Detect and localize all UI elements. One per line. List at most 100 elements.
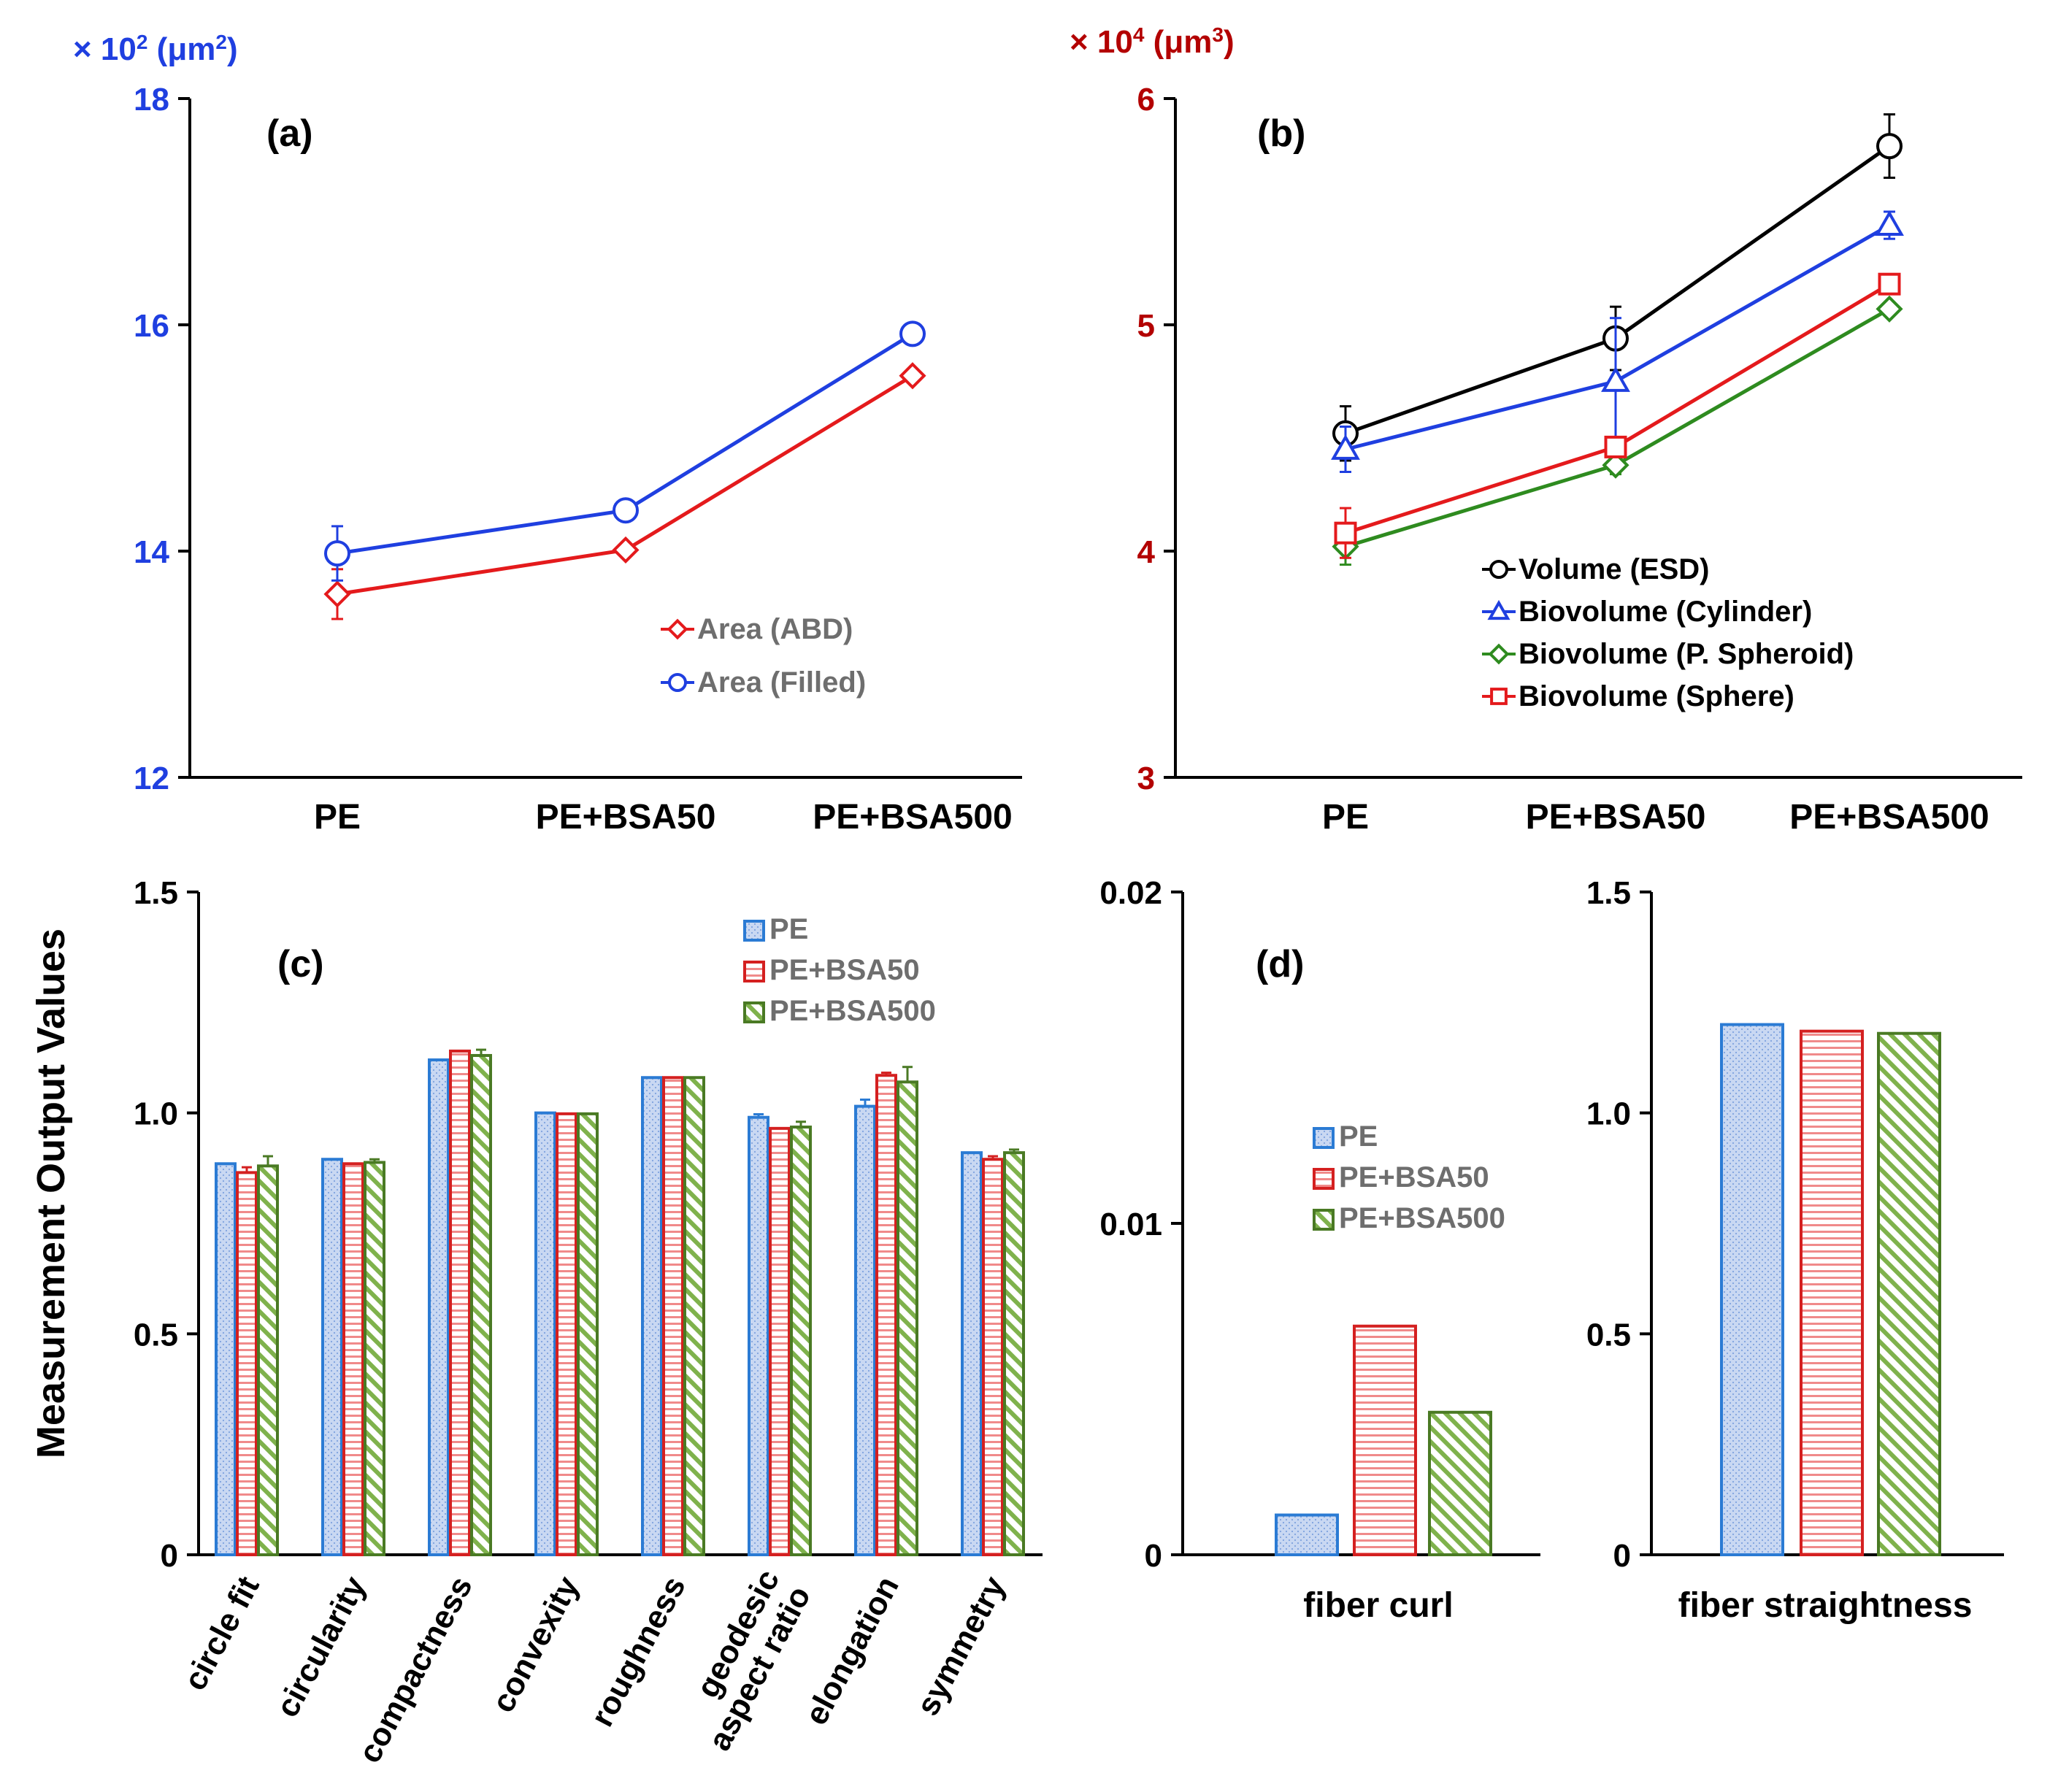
- series-line-3: [1345, 282, 1891, 535]
- legend-label: PE+BSA500: [769, 995, 936, 1027]
- panel-a-label: (a): [266, 112, 313, 155]
- bar: [769, 1126, 791, 1557]
- x-category-label: elongation: [798, 1571, 906, 1731]
- panel-b-multiplier: × 104 (μm3): [1070, 23, 1235, 61]
- x-category-label: circle fit: [177, 1570, 266, 1696]
- legend-label: Biovolume (Cylinder): [1519, 596, 1812, 628]
- bar: [470, 1053, 492, 1557]
- y-tick-label: 12: [134, 761, 169, 796]
- bar: [897, 1080, 918, 1556]
- panel-d-marks: [1275, 1324, 1492, 1557]
- panel-d-fiber-straightness-chart: 0 0.5 1.0 1.5 fiber straightness: [1586, 875, 2004, 1625]
- y-tick-label: 16: [134, 308, 169, 344]
- y-tick-label: 0.02: [1099, 875, 1162, 911]
- bar: [854, 1104, 876, 1556]
- y-tick-label: 5: [1137, 308, 1155, 344]
- panel-a-marks: [323, 320, 926, 620]
- legend-marker: [1487, 599, 1510, 620]
- bar: [428, 1058, 450, 1556]
- panel-d2-axes: 0 0.5 1.0 1.5 fiber straightness: [1586, 875, 2004, 1625]
- panel-d-label: (d): [1256, 943, 1304, 985]
- bar: [1877, 1031, 1941, 1556]
- data-point: [899, 320, 926, 347]
- shared-y-axis-title: Measurement Output Values: [29, 928, 73, 1458]
- panel-b-legend: Volume (ESD) Biovolume (Cylinder) Biovolum…: [1482, 553, 1854, 712]
- y-tick-label: 3: [1137, 761, 1155, 796]
- x-category-label: fiber curl: [1303, 1586, 1453, 1625]
- data-point: [1878, 272, 1901, 296]
- legend-label: Volume (ESD): [1519, 553, 1710, 585]
- legend-label: PE: [1339, 1120, 1378, 1153]
- data-point: [1601, 366, 1630, 392]
- data-point: [324, 540, 350, 567]
- bar: [875, 1074, 897, 1557]
- legend-label: Area (Filled): [697, 666, 866, 699]
- x-category-label: PE+BSA500: [813, 798, 1013, 837]
- bar: [449, 1049, 471, 1557]
- panel-d-axes: 0 0.01 0.02 fiber curl: [1099, 875, 1540, 1625]
- x-category-label: PE+BSA500: [1789, 798, 1989, 837]
- x-category-label: roughness: [584, 1571, 693, 1733]
- x-category-label: PE: [1322, 798, 1369, 837]
- x-category-label: circularity: [269, 1570, 373, 1723]
- panel-a-axes: 12 14 16 18 PE PE+BSA50 PE+BSA500: [134, 82, 1022, 837]
- panel-c-marks: [215, 1048, 1025, 1557]
- bar: [641, 1076, 663, 1556]
- panel-b-label: (b): [1257, 112, 1305, 155]
- bar: [683, 1076, 705, 1556]
- bar: [982, 1158, 1004, 1556]
- x-category-label: symmetry: [910, 1570, 1013, 1721]
- panel-d2-marks: [1720, 1023, 1941, 1557]
- x-category-label: PE+BSA50: [536, 798, 716, 837]
- y-tick-label: 0: [1613, 1538, 1631, 1574]
- y-tick-label: 0: [1145, 1538, 1162, 1574]
- y-tick-label: 14: [134, 534, 169, 570]
- data-point: [1876, 133, 1903, 160]
- y-tick-label: 0.01: [1099, 1207, 1162, 1242]
- bar: [577, 1112, 599, 1556]
- y-tick-label: 18: [134, 82, 169, 118]
- x-category-label: geodesicaspect ratio: [670, 1564, 818, 1756]
- legend-swatch: [743, 920, 765, 942]
- y-tick-label: 1.0: [1586, 1096, 1631, 1132]
- bar: [342, 1162, 364, 1556]
- bar: [1003, 1151, 1025, 1556]
- panel-a-legend: Area (ABD) Area (Filled): [661, 613, 866, 699]
- x-category-label: fiber straightness: [1678, 1586, 1973, 1625]
- data-point: [899, 362, 926, 390]
- legend-label: PE: [769, 913, 808, 945]
- legend-swatch: [1313, 1209, 1335, 1231]
- panel-c-label: (c): [277, 943, 324, 985]
- bar: [1275, 1513, 1339, 1557]
- bar: [790, 1126, 812, 1556]
- panel-d-legend: PE PE+BSA50 PE+BSA500: [1313, 1120, 1505, 1234]
- bar: [1428, 1410, 1492, 1557]
- bar: [1353, 1324, 1417, 1556]
- y-tick-label: 1.0: [134, 1096, 178, 1132]
- y-tick-label: 1.5: [1586, 875, 1631, 911]
- panel-b-marks: [1331, 113, 1904, 566]
- data-point: [1604, 435, 1627, 458]
- bar: [556, 1112, 577, 1556]
- data-point: [1876, 295, 1903, 323]
- panel-c-legend: PE PE+BSA50 PE+BSA500: [743, 913, 936, 1027]
- legend-marker: [1488, 643, 1510, 665]
- panel-b-axes: 3 4 5 6 PE PE+BSA50 PE+BSA500: [1137, 82, 2022, 837]
- data-point: [1331, 434, 1360, 460]
- data-point: [1875, 210, 1904, 236]
- y-tick-label: 0.5: [1586, 1317, 1631, 1353]
- x-category-label: PE+BSA50: [1526, 798, 1706, 837]
- y-tick-label: 1.5: [134, 875, 178, 911]
- data-point: [613, 497, 639, 524]
- legend-label: Area (ABD): [697, 613, 853, 645]
- bar: [534, 1111, 556, 1556]
- legend-marker: [1489, 560, 1508, 579]
- bar: [321, 1158, 343, 1556]
- panel-c-shape-chart: Measurement Output Values (c) 0 0.5 1.0 1.5…: [29, 875, 1043, 1769]
- legend-label: PE+BSA50: [769, 954, 920, 986]
- bar: [961, 1151, 983, 1556]
- legend-marker: [667, 618, 688, 640]
- y-tick-label: 6: [1137, 82, 1155, 118]
